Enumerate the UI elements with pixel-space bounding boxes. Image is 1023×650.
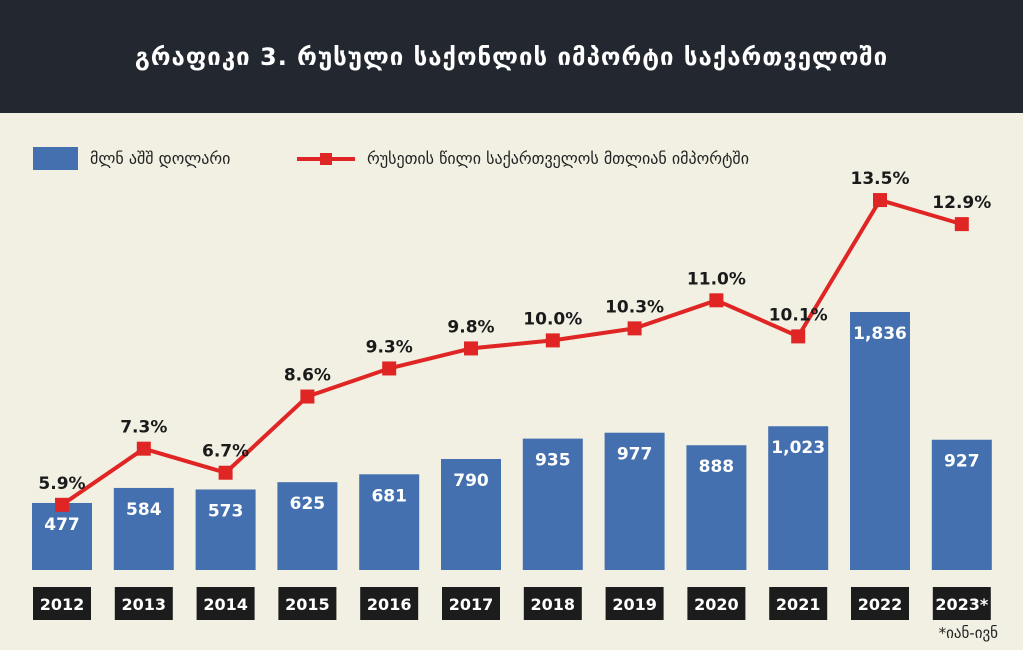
bar	[686, 445, 747, 570]
x-tick-label: 2013	[122, 595, 167, 614]
share-point	[954, 217, 969, 232]
share-value-label: 10.1%	[769, 305, 828, 325]
bar	[195, 489, 256, 570]
share-value-label: 9.8%	[447, 317, 494, 337]
share-value-label: 5.9%	[38, 474, 85, 494]
year-label-bg	[769, 587, 828, 620]
bar-value-label: 477	[44, 515, 80, 535]
share-point	[791, 329, 806, 344]
bar-value-label: 625	[290, 494, 326, 514]
bar-value-label: 977	[617, 445, 653, 465]
bar	[850, 312, 910, 570]
legend-item-bars: მლნ აშშ დოლარი	[33, 143, 230, 173]
bar-value-label: 573	[208, 501, 244, 521]
bar-value-label: 1,023	[771, 438, 825, 458]
bar-value-label: 927	[944, 452, 980, 472]
bar	[32, 502, 92, 570]
share-value-label: 7.3%	[120, 418, 167, 438]
share-value-label: 12.9%	[932, 193, 991, 213]
chart-title: გრაფიკი 3. რუსული საქონლის იმპორტი საქარ…	[134, 42, 889, 71]
share-point	[709, 293, 724, 308]
footnote: *იან-ივნ	[938, 624, 998, 642]
x-tick-label: 2017	[449, 595, 494, 614]
share-value-label: 11.0%	[687, 269, 746, 289]
bar-value-label: 681	[371, 486, 407, 506]
share-value-label: 13.5%	[851, 169, 910, 189]
share-point	[136, 441, 151, 456]
bar	[768, 426, 829, 570]
legend-bar-label: მლნ აშშ დოლარი	[90, 148, 231, 168]
share-point	[545, 333, 560, 348]
year-label-bg	[523, 587, 582, 620]
year-label-bg	[278, 587, 337, 620]
share-value-label: 6.7%	[202, 442, 249, 462]
x-tick-label: 2020	[694, 595, 739, 614]
bar-value-label: 584	[126, 500, 162, 520]
share-point	[627, 321, 642, 336]
bar	[604, 432, 665, 570]
x-tick-label: 2018	[531, 595, 576, 614]
x-tick-label: 2022	[858, 595, 903, 614]
bar	[359, 474, 420, 570]
year-label-bg	[687, 587, 746, 620]
x-tick-label: 2019	[612, 595, 657, 614]
x-tick-label: 2015	[285, 595, 330, 614]
bar-value-label: 1,836	[853, 324, 907, 344]
year-label-bg	[196, 587, 255, 620]
bar	[441, 458, 501, 570]
bar-value-label: 935	[535, 451, 571, 471]
year-label-bg	[33, 587, 91, 620]
year-label-bg	[442, 587, 500, 620]
legend-line-label: რუსეთის წილი საქართველოს მთლიან იმპორტში	[367, 148, 749, 168]
share-value-label: 9.3%	[366, 337, 413, 357]
bar	[113, 487, 174, 570]
year-label-bg	[605, 587, 664, 620]
x-tick-label: 2016	[367, 595, 412, 614]
share-point	[464, 341, 478, 356]
year-label-bg	[114, 587, 173, 620]
legend-line-swatch	[297, 147, 355, 170]
share-line	[60, 198, 963, 507]
x-tick-label: 2023*	[935, 595, 989, 614]
share-point	[300, 389, 315, 404]
bar	[522, 438, 583, 570]
legend-bar-swatch	[33, 146, 78, 170]
year-label-bg	[360, 587, 419, 620]
share-value-label: 10.3%	[605, 297, 664, 317]
year-label-bg	[851, 587, 909, 620]
share-point	[218, 465, 233, 480]
share-point	[382, 361, 397, 376]
share-point	[55, 497, 69, 512]
x-tick-label: 2012	[40, 595, 85, 614]
bar-value-label: 888	[699, 457, 735, 477]
legend-item-line: რუსეთის წილი საქართველოს მთლიან იმპორტში	[297, 143, 749, 173]
share-point	[873, 193, 887, 208]
share-value-label: 10.0%	[523, 309, 582, 329]
bar-value-label: 790	[453, 471, 489, 491]
year-label-bg	[932, 587, 991, 620]
bar	[931, 439, 992, 570]
share-value-label: 8.6%	[284, 366, 331, 386]
chart-header: გრაფიკი 3. რუსული საქონლის იმპორტი საქარ…	[0, 0, 1023, 113]
bar	[277, 482, 338, 570]
x-tick-label: 2021	[776, 595, 821, 614]
x-tick-label: 2014	[203, 595, 248, 614]
